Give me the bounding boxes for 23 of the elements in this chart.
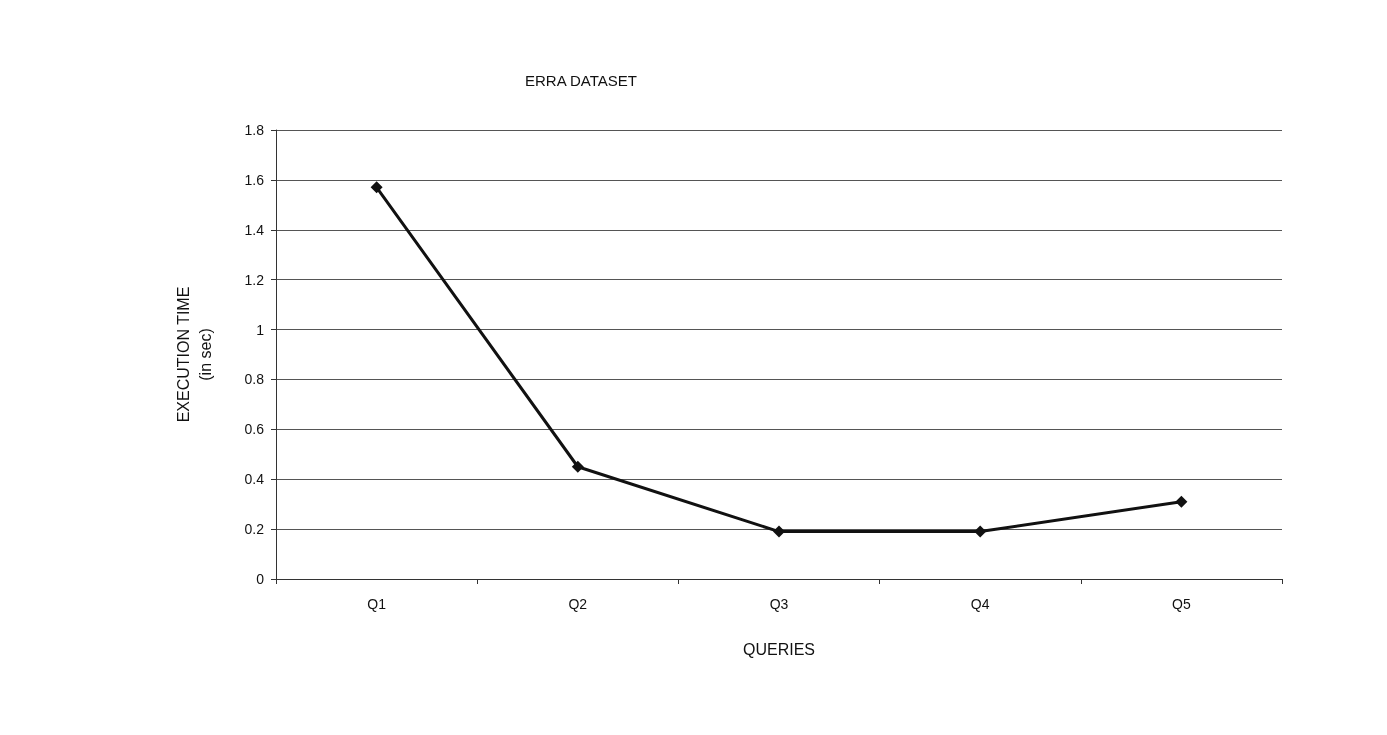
x-tick-label: Q3 [769,596,789,612]
x-tick-label: Q4 [970,596,990,612]
y-tick-label: 0.6 [244,421,265,438]
x-tick-label: Q1 [367,596,387,612]
y-tick-label: 0 [256,571,265,587]
chart-title: ERRA DATASET [525,72,637,89]
point [1175,495,1188,508]
y-tick-label: 1.6 [244,171,265,188]
y-tick-label: 0.8 [244,371,265,388]
y-axis-title: EXECUTION TIME (in sec) [174,286,214,423]
y-tick-label: 0.2 [244,521,265,538]
point [974,525,987,538]
y-tick-label: 1.8 [244,122,265,138]
y-tick-label: 1.4 [244,221,265,238]
y-tick-label: 1.2 [244,271,265,288]
point [370,181,383,194]
x-tick-label: Q2 [568,596,588,612]
y-tick-label: 1 [256,321,265,338]
y-tick-label: 0.4 [244,471,265,488]
x-tick-label: Q5 [1172,596,1191,612]
point [773,525,785,538]
x-axis-title: QUERIES [742,640,816,658]
point [571,460,584,473]
